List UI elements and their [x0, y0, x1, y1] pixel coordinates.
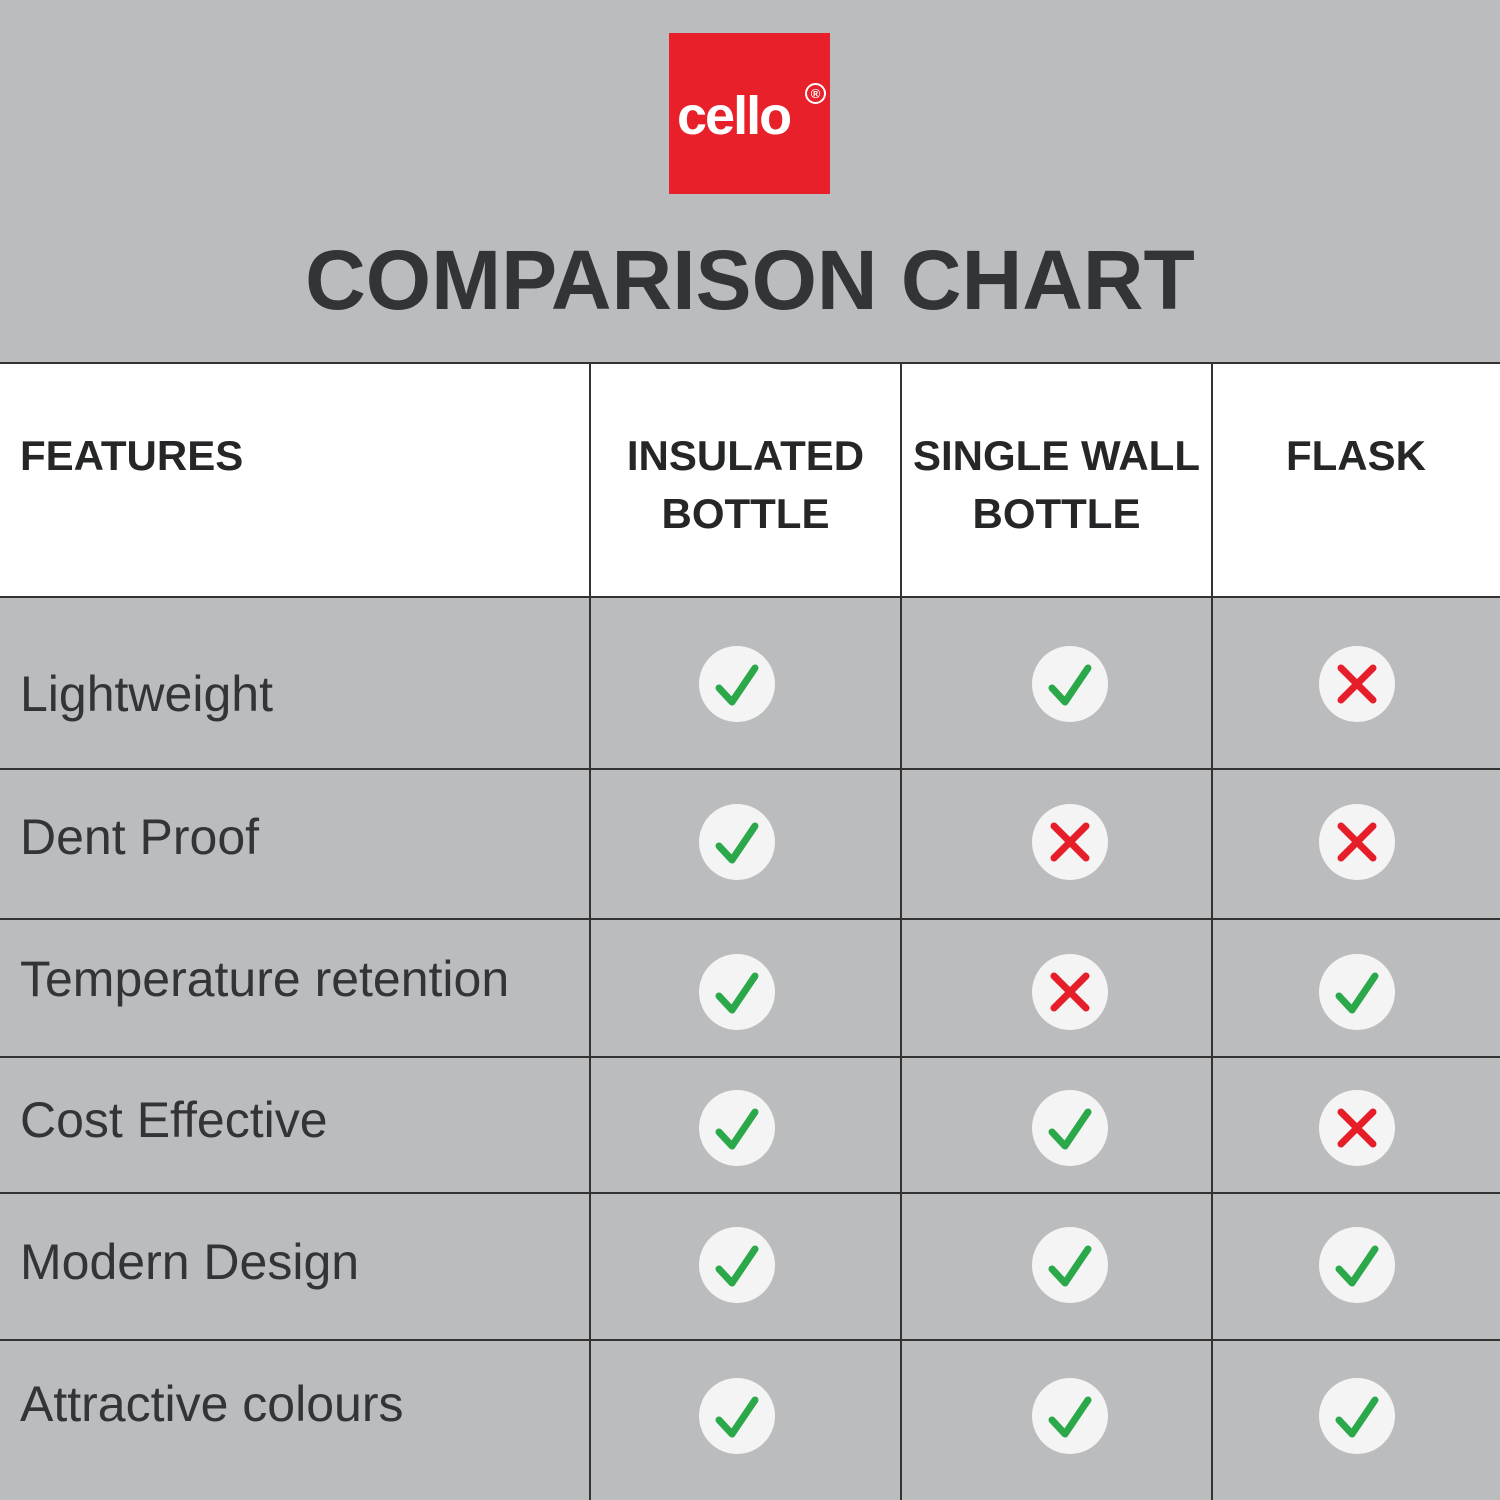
row-divider	[0, 1339, 1500, 1341]
page-title: COMPARISON CHART	[305, 233, 1195, 327]
header-flask: FLASK	[1286, 432, 1426, 479]
check-icon	[699, 954, 775, 1030]
feature-label: Temperature retention	[20, 951, 510, 1007]
feature-label: Cost Effective	[20, 1092, 328, 1148]
check-icon	[1319, 954, 1395, 1030]
cello-logo: cello ®	[669, 33, 830, 194]
feature-label: Modern Design	[20, 1234, 360, 1290]
check-icon	[1032, 1227, 1108, 1303]
check-icon	[699, 1227, 775, 1303]
table-header	[0, 363, 1500, 597]
row-divider	[0, 1056, 1500, 1058]
header-single-wall-bottle: SINGLE WALL BOTTLE	[913, 432, 1200, 537]
check-icon	[699, 1090, 775, 1166]
check-icon	[1319, 1227, 1395, 1303]
cross-icon	[1319, 646, 1395, 722]
row-divider	[0, 362, 1500, 364]
check-icon	[1032, 1378, 1108, 1454]
cross-icon	[1032, 804, 1108, 880]
cross-icon	[1319, 1090, 1395, 1166]
check-icon	[699, 804, 775, 880]
cross-icon	[1032, 954, 1108, 1030]
check-icon	[1319, 1378, 1395, 1454]
check-icon	[699, 646, 775, 722]
logo-wordmark: cello	[677, 86, 792, 146]
registered-mark: ®	[805, 83, 826, 104]
row-divider	[0, 1192, 1500, 1194]
header-features: FEATURES	[20, 432, 244, 479]
column-divider	[900, 363, 902, 1500]
column-divider	[589, 363, 591, 1500]
cross-icon	[1319, 804, 1395, 880]
row-divider	[0, 918, 1500, 920]
feature-label: Dent Proof	[20, 809, 260, 865]
check-icon	[1032, 1090, 1108, 1166]
check-icon	[1032, 646, 1108, 722]
feature-label: Lightweight	[20, 666, 273, 722]
column-divider	[1211, 363, 1213, 1500]
check-icon	[699, 1378, 775, 1454]
header-insulated-bottle: INSULATED BOTTLE	[626, 432, 865, 537]
row-divider	[0, 596, 1500, 598]
feature-label: Attractive colours	[20, 1376, 404, 1432]
row-divider	[0, 768, 1500, 770]
